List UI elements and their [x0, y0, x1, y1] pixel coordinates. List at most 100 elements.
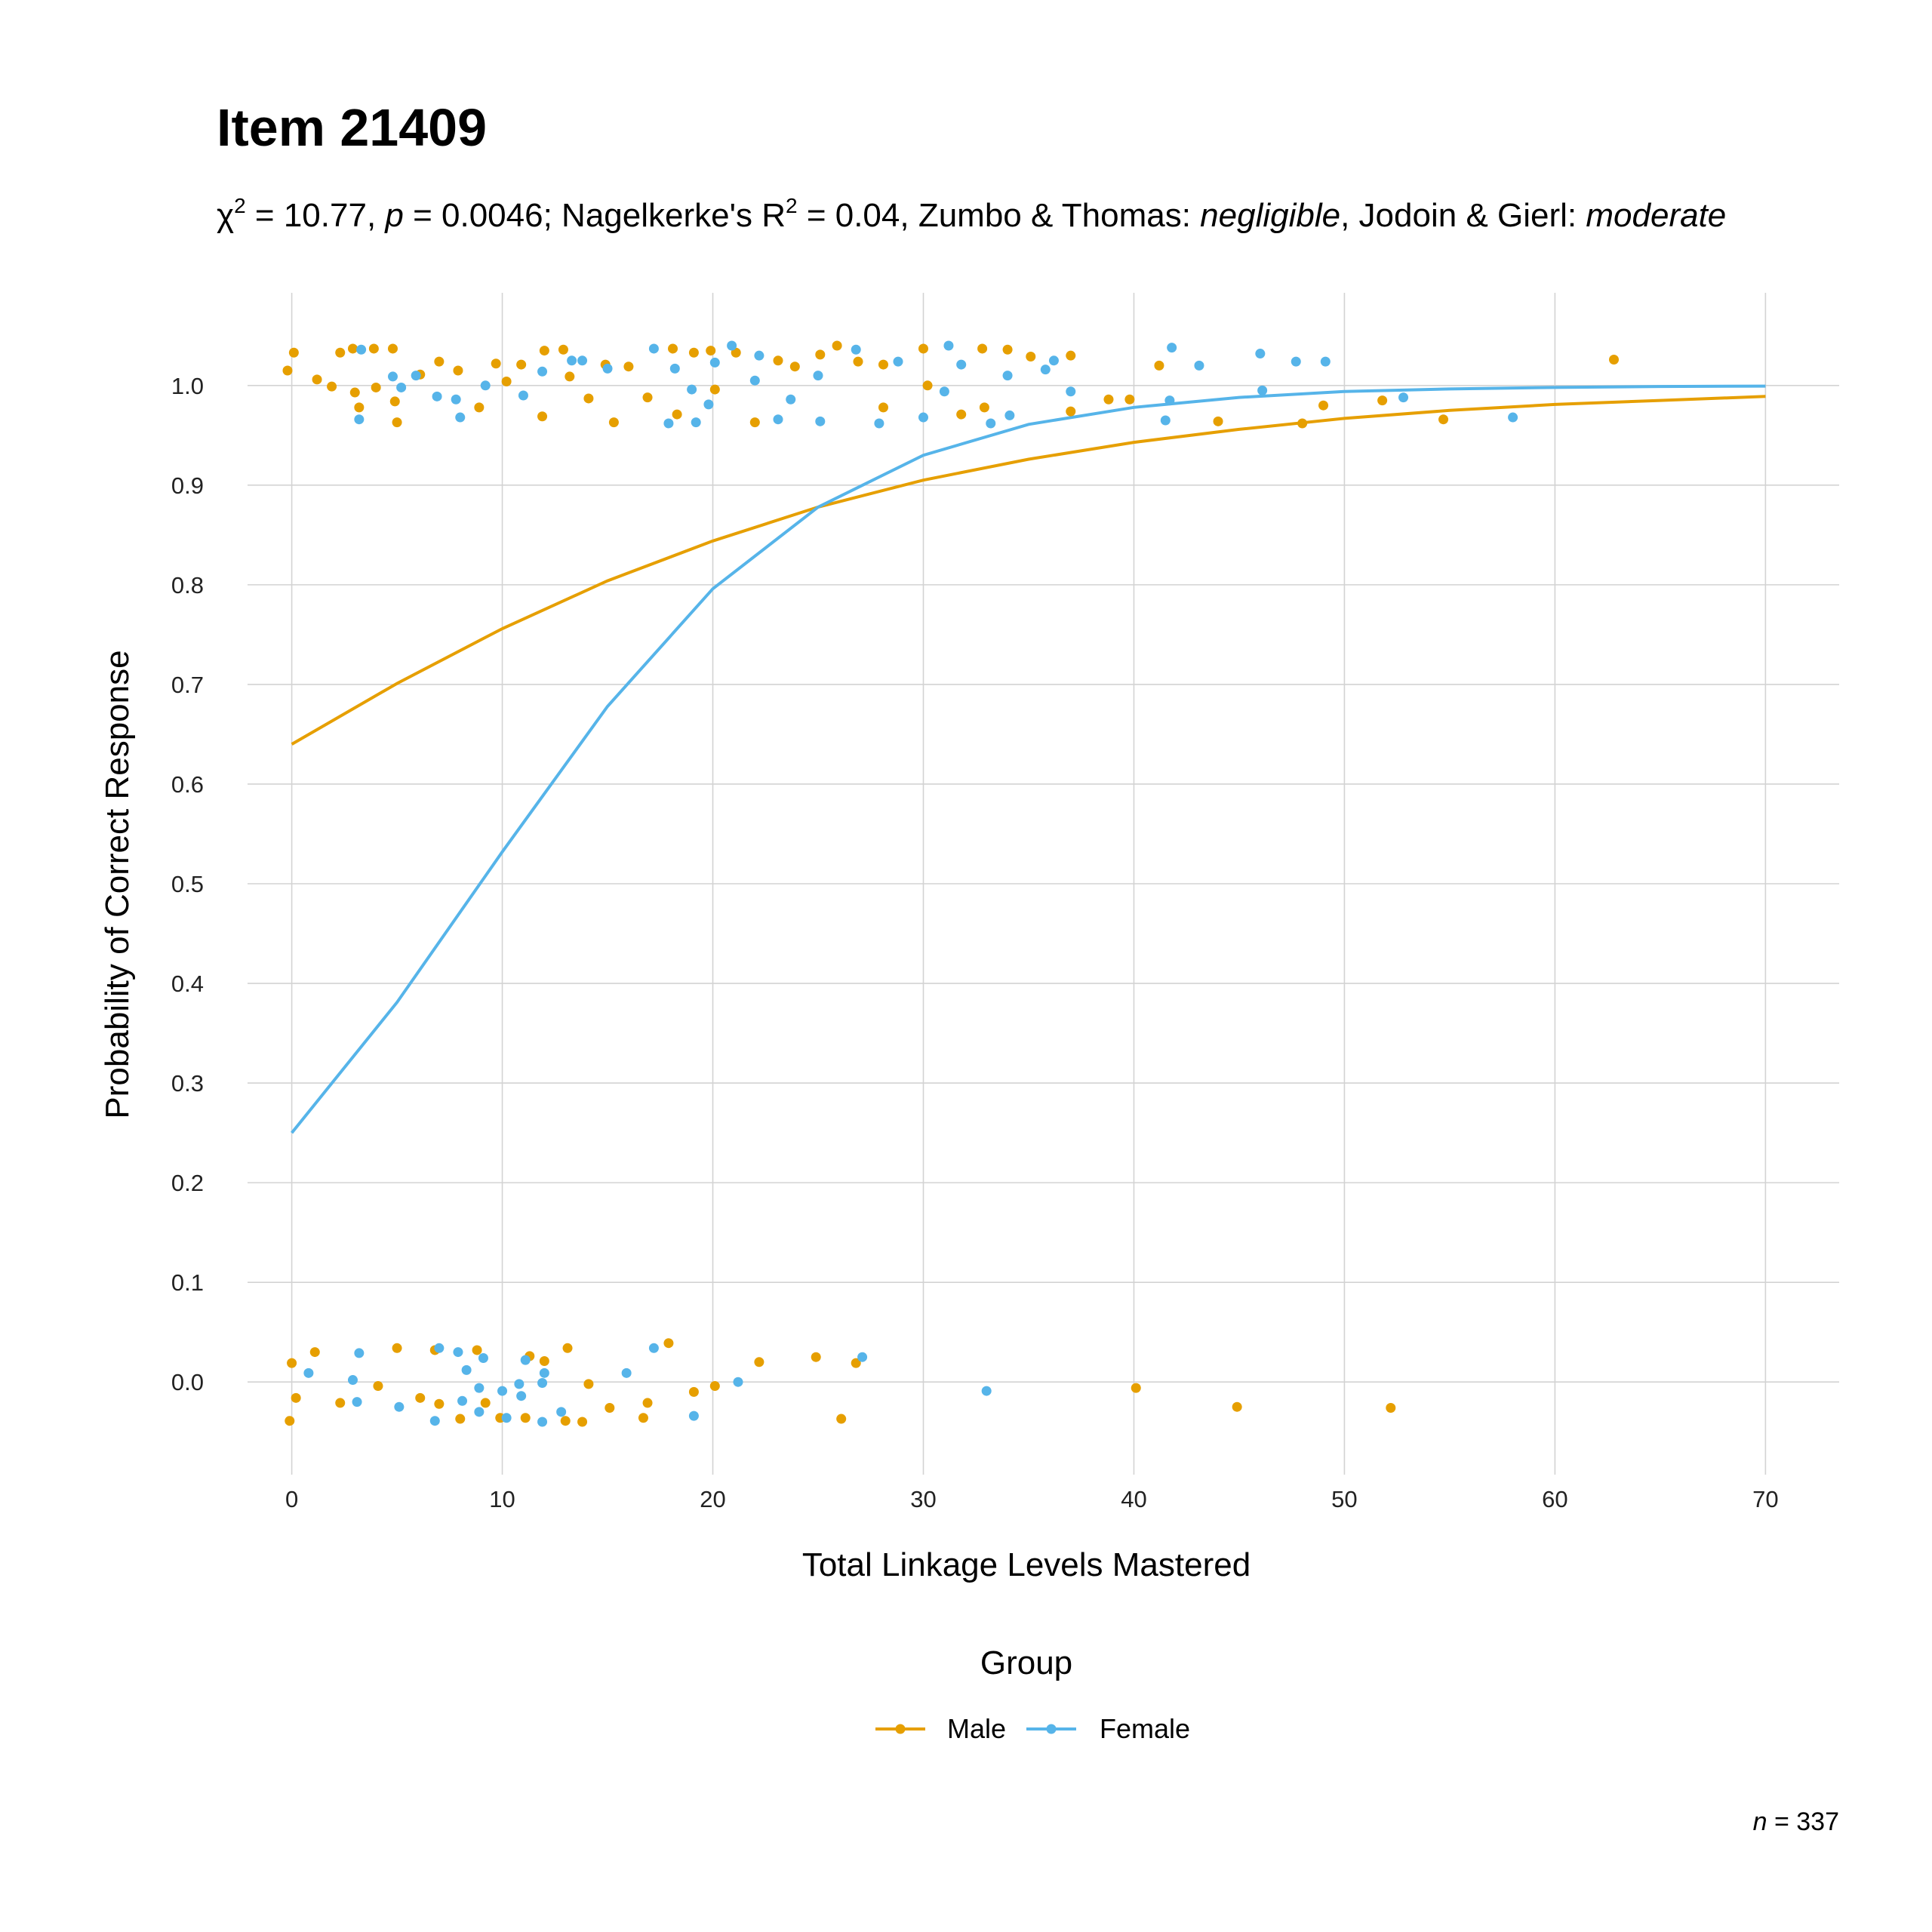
point	[623, 361, 634, 372]
legend-dot	[1046, 1724, 1057, 1734]
point	[368, 343, 379, 354]
point	[309, 1347, 320, 1358]
point	[754, 1357, 764, 1367]
point	[663, 1338, 674, 1349]
x-tick-label: 0	[285, 1486, 298, 1512]
point	[709, 1380, 720, 1391]
x-tick-label: 20	[700, 1486, 725, 1512]
x-tick-label: 10	[489, 1486, 515, 1512]
point	[520, 1413, 531, 1423]
point	[1002, 371, 1013, 381]
point	[1232, 1401, 1242, 1412]
point	[1040, 365, 1051, 375]
point	[291, 1392, 301, 1403]
point	[688, 1411, 699, 1421]
point	[312, 374, 322, 385]
point	[472, 1345, 482, 1355]
point	[773, 414, 783, 425]
point	[979, 402, 989, 413]
y-tick-label: 0.1	[171, 1269, 204, 1296]
point	[687, 384, 697, 395]
point	[1154, 360, 1164, 371]
point	[1048, 355, 1059, 366]
y-tick-label: 0.9	[171, 472, 204, 499]
point	[648, 1343, 659, 1353]
point	[537, 366, 548, 377]
point	[335, 347, 346, 358]
point	[434, 1398, 445, 1409]
point	[392, 1343, 402, 1353]
point	[354, 1348, 365, 1358]
point	[455, 412, 466, 423]
legend-dot	[895, 1724, 906, 1734]
point	[537, 1378, 548, 1389]
point	[1066, 350, 1076, 361]
point	[583, 393, 594, 404]
point	[706, 346, 716, 356]
point	[851, 344, 861, 355]
point	[642, 1398, 653, 1408]
point	[836, 1414, 847, 1424]
point	[878, 402, 888, 413]
point	[516, 359, 527, 370]
point	[1066, 406, 1076, 417]
point	[577, 355, 588, 366]
point	[773, 355, 783, 366]
x-tick-label: 50	[1331, 1486, 1357, 1512]
point	[457, 1395, 468, 1406]
point	[733, 1377, 743, 1387]
y-tick-label: 0.8	[171, 572, 204, 598]
point	[347, 1375, 358, 1386]
y-tick-label: 0.5	[171, 871, 204, 897]
y-axis-title: Probability of Correct Response	[99, 650, 136, 1118]
point	[520, 1355, 531, 1365]
point	[288, 347, 299, 358]
point	[981, 1386, 992, 1396]
point	[539, 346, 549, 356]
point	[1297, 418, 1308, 429]
point	[602, 363, 613, 374]
point	[583, 1379, 594, 1389]
point	[1002, 344, 1013, 355]
x-tick-label: 70	[1752, 1486, 1778, 1512]
subtitle-part: , Jodoin & Gierl:	[1340, 197, 1586, 234]
point	[516, 1391, 527, 1401]
point	[1257, 385, 1268, 395]
point	[943, 340, 954, 351]
point	[1386, 1403, 1396, 1414]
point	[956, 359, 967, 370]
point	[893, 356, 903, 367]
point	[371, 382, 381, 392]
point	[354, 402, 365, 413]
point	[373, 1380, 383, 1391]
point	[491, 358, 501, 369]
x-tick-label: 30	[910, 1486, 936, 1512]
point	[1438, 414, 1449, 425]
y-tick-label: 0.0	[171, 1369, 204, 1395]
point	[415, 1392, 426, 1403]
point	[754, 350, 764, 361]
point	[455, 1414, 466, 1424]
point	[349, 387, 360, 398]
point	[608, 417, 619, 428]
point	[621, 1367, 632, 1378]
caption-part: n	[1753, 1807, 1767, 1836]
y-tick-label: 0.2	[171, 1170, 204, 1196]
point	[789, 361, 800, 372]
point	[352, 1397, 362, 1407]
point	[480, 1398, 491, 1408]
point	[560, 1416, 571, 1426]
x-tick-label: 60	[1542, 1486, 1567, 1512]
point	[939, 386, 949, 397]
point	[786, 394, 796, 405]
point	[282, 365, 293, 376]
point	[922, 380, 933, 391]
point	[1026, 352, 1036, 362]
point	[1255, 349, 1266, 359]
point	[474, 1407, 485, 1417]
point	[688, 1386, 699, 1397]
point	[853, 356, 863, 367]
point	[815, 349, 826, 360]
point	[567, 355, 577, 366]
